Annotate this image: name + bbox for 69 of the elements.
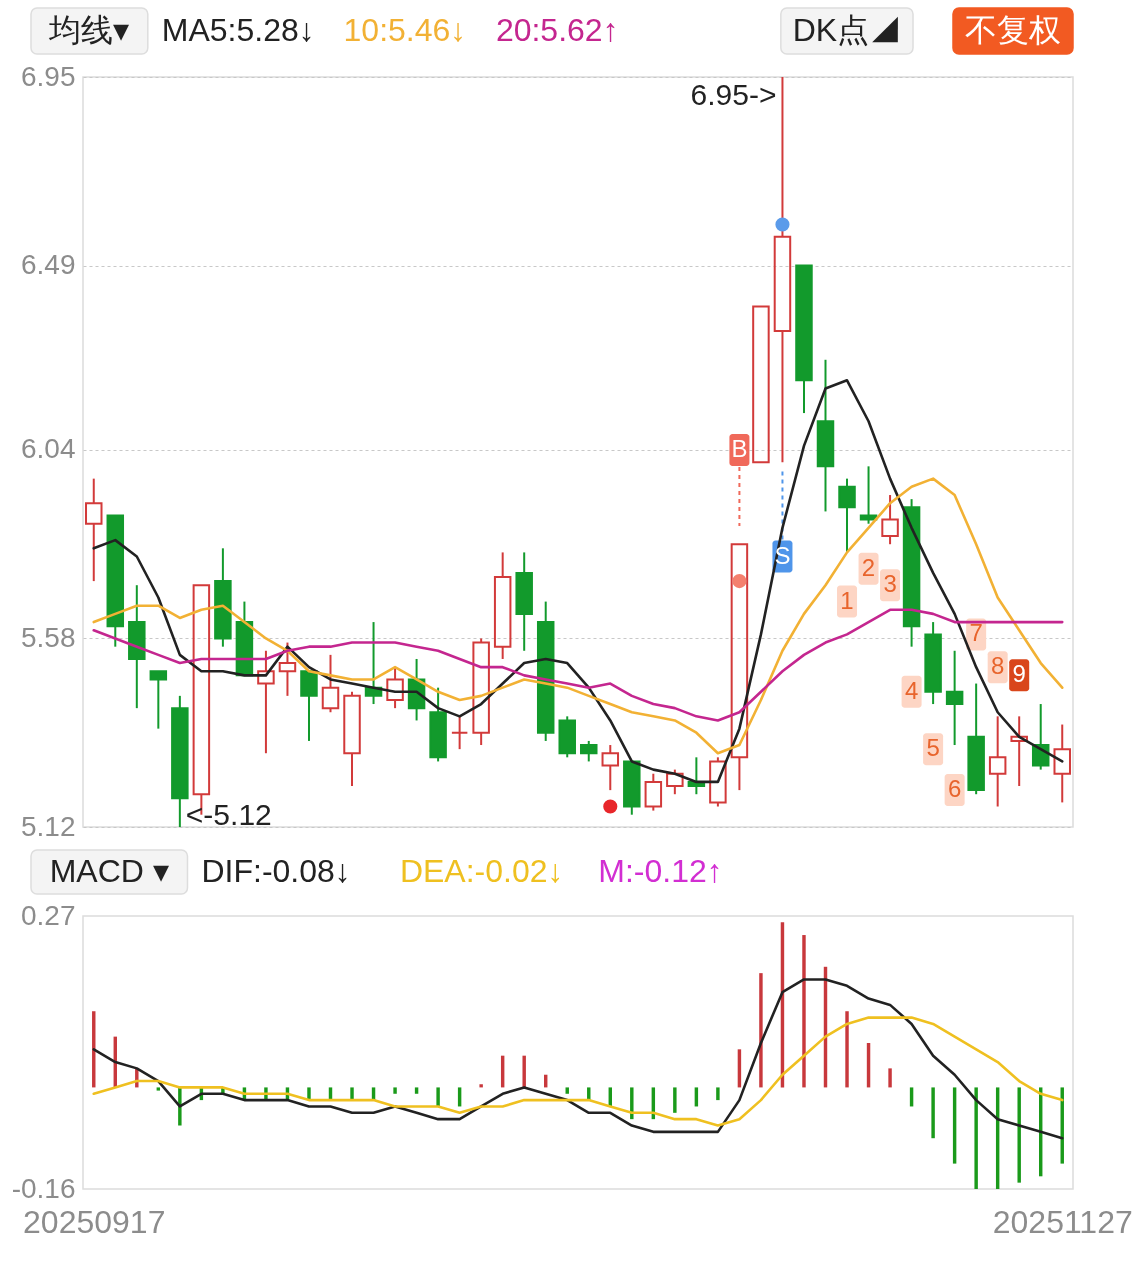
series-label: 6 bbox=[947, 775, 962, 803]
series-label: B bbox=[731, 434, 748, 462]
y-tick-label: 5.12 bbox=[21, 810, 76, 842]
line-series bbox=[92, 1016, 1064, 1127]
bar bbox=[716, 1087, 720, 1101]
bar bbox=[479, 1084, 483, 1088]
candlestick bbox=[816, 358, 835, 513]
series-label: 2 bbox=[861, 553, 876, 581]
text: M:-0.12↑ bbox=[598, 853, 723, 889]
y-tick-label: 6.49 bbox=[21, 249, 76, 281]
candlestick bbox=[128, 584, 146, 710]
text: 不复权 bbox=[965, 12, 1061, 48]
series-label: 8 bbox=[990, 652, 1005, 680]
annotation: 6.95-> bbox=[690, 78, 777, 111]
text: MA5:5.28↓ bbox=[161, 12, 315, 48]
y-tick-label: 5.58 bbox=[21, 621, 76, 653]
text: DIF:-0.08↓ bbox=[201, 853, 351, 889]
candlestick bbox=[515, 551, 533, 652]
text: DEA:-0.02↓ bbox=[399, 853, 564, 889]
text: 均线▾ bbox=[48, 12, 130, 48]
series-label: 3 bbox=[883, 570, 897, 598]
bar bbox=[673, 1087, 677, 1113]
x-tick-label: 20250917 bbox=[23, 1203, 166, 1240]
y-tick-label: 6.04 bbox=[21, 433, 76, 465]
bar bbox=[350, 1087, 354, 1101]
text: DK点◢ bbox=[792, 12, 902, 48]
bar bbox=[888, 1068, 892, 1088]
annotation: <-5.12 bbox=[185, 798, 272, 831]
line-series bbox=[92, 978, 1064, 1140]
candlestick bbox=[85, 477, 103, 583]
candlestick bbox=[278, 641, 297, 697]
candlestick bbox=[988, 715, 1007, 808]
bar bbox=[845, 1011, 849, 1088]
candlestick bbox=[1010, 715, 1028, 788]
bar bbox=[307, 1087, 311, 1101]
y-tick-label: 6.95 bbox=[21, 60, 76, 92]
point bbox=[775, 217, 790, 232]
candlestick bbox=[945, 649, 964, 747]
bar bbox=[565, 1087, 569, 1094]
text: 10:5.46↓ bbox=[343, 12, 467, 48]
bar bbox=[802, 935, 806, 1088]
point bbox=[603, 799, 618, 814]
candlestick bbox=[1053, 723, 1071, 804]
bar bbox=[630, 1087, 634, 1120]
x-tick-label: 20251127 bbox=[992, 1203, 1133, 1240]
bar bbox=[522, 1055, 526, 1088]
series-label: 1 bbox=[840, 586, 854, 614]
text: MACD ▾ bbox=[49, 853, 169, 889]
candlestick bbox=[214, 547, 232, 648]
bar bbox=[436, 1087, 440, 1107]
series-label: 4 bbox=[904, 676, 919, 704]
bar bbox=[1017, 1087, 1021, 1183]
bar bbox=[414, 1087, 419, 1094]
bar bbox=[156, 1087, 161, 1091]
y-tick-label: 0.27 bbox=[21, 899, 76, 931]
point bbox=[732, 574, 747, 589]
text: 20:5.62↑ bbox=[495, 12, 619, 48]
series-label: 7 bbox=[969, 619, 983, 647]
bar bbox=[759, 973, 763, 1088]
bar bbox=[393, 1087, 397, 1094]
line-series bbox=[92, 608, 1064, 722]
series-label: 9 bbox=[1012, 660, 1026, 688]
series-label: 5 bbox=[926, 734, 940, 762]
candlestick bbox=[773, 76, 792, 464]
bar bbox=[931, 1087, 935, 1139]
bar bbox=[974, 1087, 978, 1189]
y-tick-label: -0.16 bbox=[11, 1172, 76, 1204]
line-series bbox=[92, 477, 1064, 755]
candlestick bbox=[257, 649, 275, 755]
